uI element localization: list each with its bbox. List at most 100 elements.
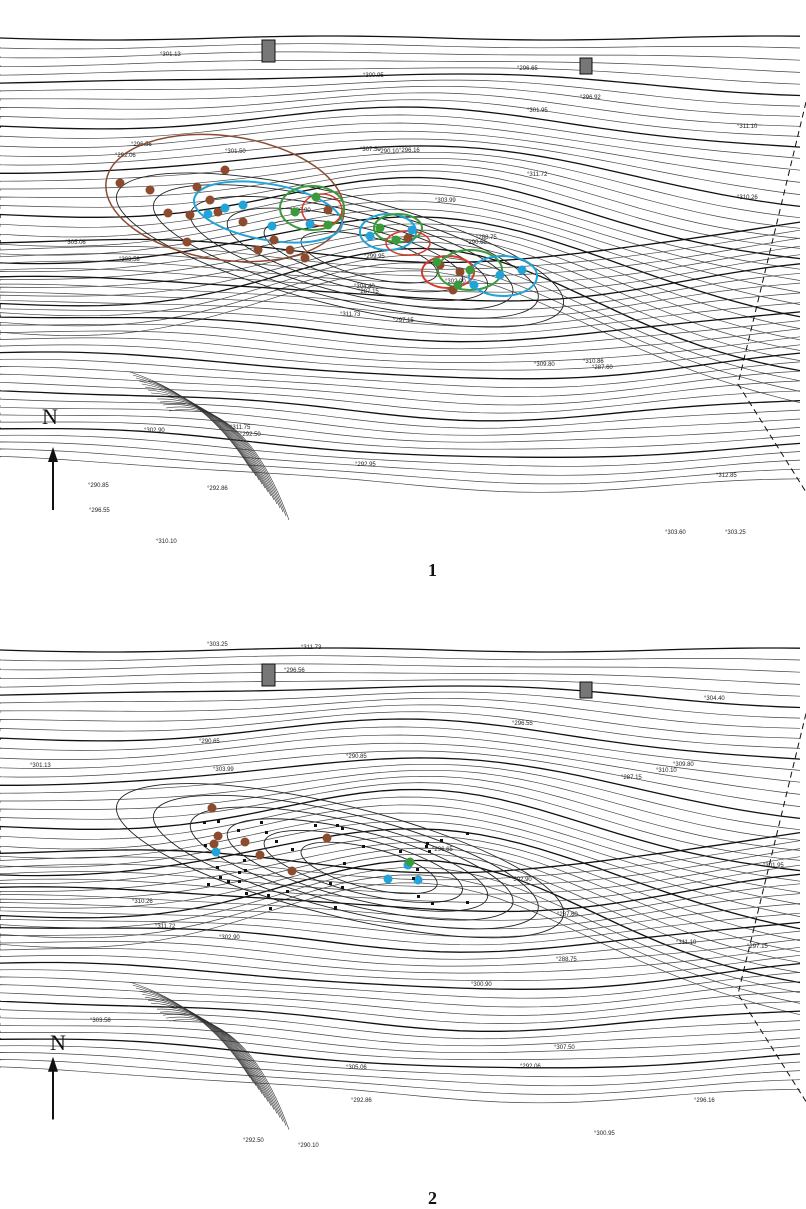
brown-cluster-outline [105,133,345,263]
blue-find-dot [365,231,375,241]
contour-line [0,831,801,874]
contour-line [0,1023,801,1054]
summit-contour [115,783,565,939]
contour-line [165,406,287,517]
find-point-marker [238,880,241,883]
contour-line [0,351,801,380]
contour-line [0,812,801,905]
green-cluster-outline [437,249,503,291]
contour-line [0,969,801,999]
north-label: N [50,1030,66,1055]
contour-line [0,984,801,1016]
contour-line [0,216,801,318]
summit-contour [300,841,438,895]
contour-line [0,373,801,406]
green-find-dot [323,220,333,230]
contour-line [0,292,801,327]
contour-line [135,987,257,1086]
blue-find-dot [407,225,417,235]
contour-line [0,223,801,329]
contour-line [0,866,801,994]
brown-find-dot [322,833,332,843]
contour-line [0,130,801,183]
contour-line [0,85,801,117]
spot-height: °309.80 [673,762,694,768]
spot-height: °307.50 [554,1045,575,1051]
summit-contour [263,830,463,903]
find-point-marker [334,907,337,910]
green-find-dot [465,265,475,275]
find-point-marker [237,829,240,832]
spot-height: °307.50 [360,147,381,153]
spot-height: °296.16 [694,1098,715,1104]
find-point-marker [343,862,346,865]
summit-contour [226,818,489,912]
contour-line [141,993,263,1094]
green-find-dot [432,257,442,267]
green-find-dot [405,857,415,867]
contour-line [0,763,801,831]
spot-height: °290.85 [88,483,109,489]
contour-line [0,254,801,382]
contour-line [0,954,801,982]
contour-line [0,804,801,893]
contour-line [141,383,263,485]
contour-line [129,371,251,469]
brown-find-dot [300,253,310,263]
find-point-marker [227,880,230,883]
green-find-dot [311,192,321,202]
contour-line [147,999,269,1102]
contour-line [0,237,801,277]
contour-line [0,796,801,882]
contour-line [0,1059,801,1095]
contour-line [0,647,801,653]
find-point-marker [265,831,268,834]
find-point-marker [291,848,294,851]
find-point-marker [260,821,263,824]
brown-find-dot [213,207,223,217]
contour-line [162,404,284,513]
find-point-marker [244,869,247,872]
contour-line [0,679,801,697]
find-point-marker [425,845,428,848]
spot-height: °288.75 [556,957,577,963]
contour-line [0,73,801,97]
find-point-marker [238,871,241,874]
contour-line [0,1038,801,1069]
spot-height: °310.86 [583,359,604,365]
contour-line [0,320,801,350]
contour-line [0,1000,801,1032]
contour-line [0,176,801,260]
contour-line [0,145,801,208]
contour-line [0,992,801,1024]
contour-line [0,79,801,107]
contour-line [0,1030,801,1061]
contour-line [0,381,801,414]
boundary-line [737,713,806,1102]
spot-height: °290.10 [378,149,399,155]
brown-find-dot [145,185,155,195]
contour-line [0,903,801,938]
green-find-dot [453,280,463,290]
contour-line [159,401,281,509]
contour-line [0,229,801,270]
spot-height: °303.99 [435,198,456,204]
contour-line [0,157,801,229]
contour-line [165,1016,287,1126]
brown-find-dot [163,208,173,218]
spot-height: °292.50 [243,1138,264,1144]
contour-line [162,1014,284,1122]
contour-line [0,366,801,397]
brown-find-dot [209,839,219,849]
spot-height: °301.13 [160,52,181,58]
contour-lines [0,35,806,521]
spot-height: °297.15 [393,318,414,324]
contour-line [0,427,801,458]
find-point-marker [269,907,272,910]
green-cluster-outline [279,185,345,231]
find-point-marker [207,883,210,886]
contour-line [0,750,801,807]
contour-line [0,976,801,1008]
spot-height: °310.10 [156,539,177,545]
contour-line [0,241,801,361]
